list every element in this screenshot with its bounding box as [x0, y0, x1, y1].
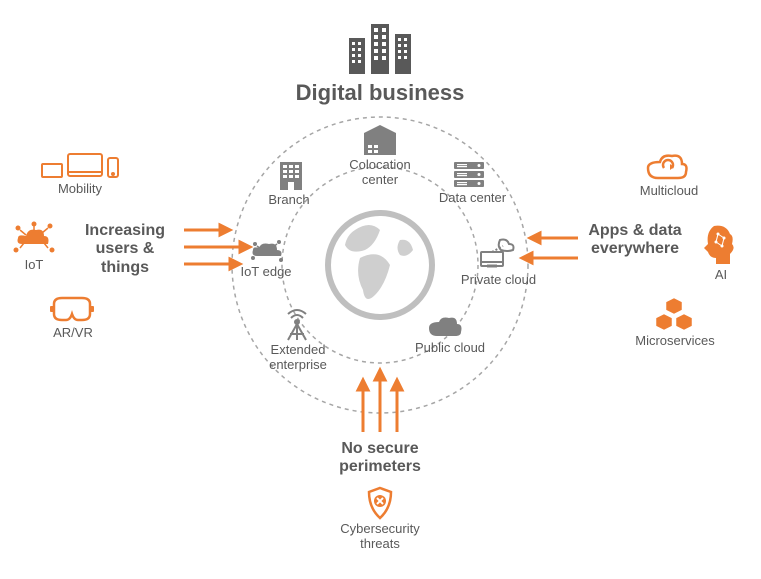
- privatecloud-label: Private cloud: [456, 273, 541, 288]
- publiccloud-icon: [427, 316, 463, 340]
- microservices-icon: [654, 296, 694, 332]
- ai-icon: [700, 224, 740, 266]
- title: Digital business: [260, 80, 500, 105]
- shield-icon: [365, 486, 395, 520]
- globe-icon: [325, 210, 435, 320]
- colocation-label: Colocation center: [340, 158, 420, 188]
- extended-label: Extended enterprise: [262, 343, 334, 373]
- branch-icon: [278, 160, 304, 192]
- left-arrows: [182, 222, 260, 272]
- diagram-stage: Digital business Colocation center Data …: [0, 0, 761, 579]
- publiccloud-label: Public cloud: [410, 341, 490, 356]
- mobility-label: Mobility: [50, 182, 110, 197]
- arvr-label: AR/VR: [48, 326, 98, 341]
- mobility-icon: [40, 150, 120, 180]
- microservices-label: Microservices: [630, 334, 720, 349]
- datacenter-label: Data center: [435, 191, 510, 206]
- iot-icon: [12, 220, 56, 256]
- cyber-label: Cybersecurity threats: [330, 522, 430, 552]
- privatecloud-icon: [475, 236, 515, 272]
- buildings-icon: [343, 20, 417, 74]
- bottom-bold-title: No secure perimeters: [330, 440, 430, 477]
- iot-label: IoT: [14, 258, 54, 273]
- multicloud-label: Multicloud: [636, 184, 702, 199]
- bottom-arrows: [355, 366, 405, 434]
- branch-label: Branch: [264, 193, 314, 208]
- right-arrows: [518, 228, 580, 268]
- arvr-icon: [48, 296, 96, 324]
- right-bold-title: Apps & data everywhere: [580, 222, 690, 259]
- multicloud-icon: [646, 152, 690, 182]
- datacenter-icon: [452, 160, 486, 190]
- colocation-icon: [362, 125, 398, 157]
- extended-icon: [282, 308, 312, 342]
- left-bold-title: Increasing users & things: [70, 222, 180, 277]
- ai-label: AI: [706, 268, 736, 283]
